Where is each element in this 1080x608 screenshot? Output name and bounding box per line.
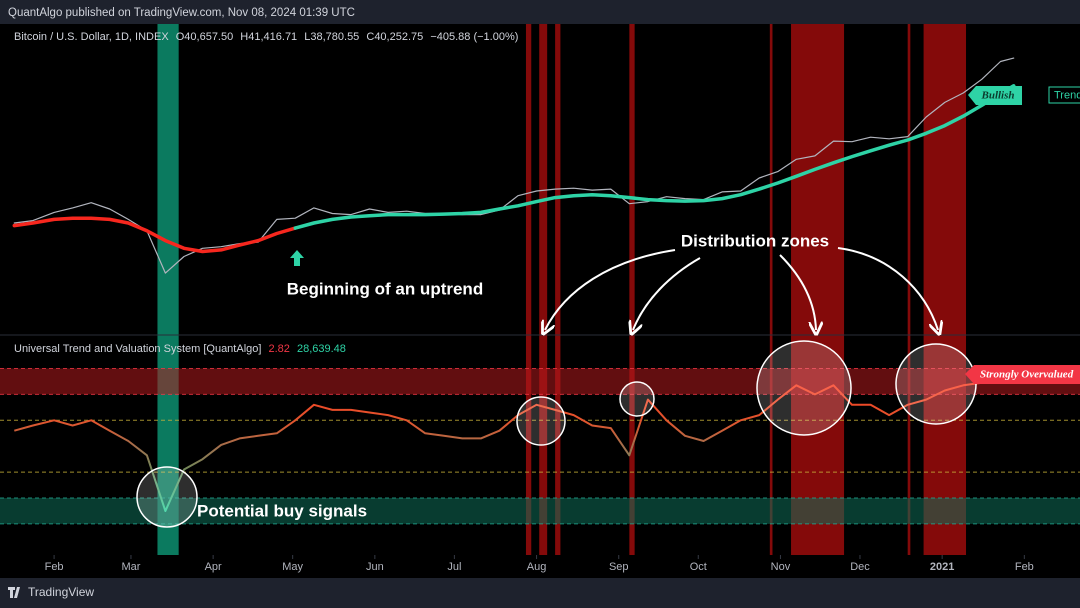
x-tick-label: Oct: [690, 561, 707, 573]
x-axis: Feb Mar Apr May Jun Jul Aug Sep Oct Nov Dec 2021 Feb: [45, 555, 1034, 573]
overvalued-label: Strongly Overvalued: [980, 369, 1074, 381]
x-tick-label: Jul: [447, 561, 461, 573]
annotation: Potential buy signals: [197, 501, 367, 520]
signal-zone: [791, 24, 845, 555]
signal-zone: [525, 24, 532, 555]
signal-zone: [539, 24, 548, 555]
brand: TradingView: [28, 585, 94, 599]
bands: [0, 367, 1080, 525]
bullish-label: Bullish: [980, 90, 1014, 102]
legend: Bitcoin / U.S. Dollar, 1D, INDEX O40,657…: [14, 31, 518, 43]
annotation: Beginning of an uptrend: [287, 279, 483, 298]
bottom-bar: [0, 578, 1080, 608]
x-tick-label: Nov: [771, 561, 791, 573]
annotation-circles: [136, 340, 977, 528]
signal-zone: [555, 24, 561, 555]
signal-zone: [157, 24, 179, 555]
open: O40,657.50: [176, 31, 234, 43]
x-tick-label: Sep: [609, 561, 629, 573]
publisher: QuantAlgo published on TradingView.com, …: [8, 7, 355, 19]
bullish-label-bg: [968, 86, 1022, 105]
low: L38,780.55: [304, 31, 359, 43]
top-bar: [0, 0, 1080, 24]
x-tick-label: Feb: [45, 561, 64, 573]
indicator-title: Universal Trend and Valuation System [Qu…: [14, 343, 261, 355]
symbol: Bitcoin / U.S. Dollar, 1D, INDEX: [14, 31, 169, 43]
annotation: Distribution zones: [681, 231, 829, 250]
valuation-band: [0, 368, 1080, 395]
x-tick-label: Feb: [1015, 561, 1034, 573]
x-tick-label: May: [282, 561, 303, 573]
overvalued-label-bg: [965, 365, 1080, 384]
signal-zone: [769, 24, 773, 555]
x-tick-label: Jun: [366, 561, 384, 573]
trend-line: [293, 84, 1016, 230]
logo: [8, 587, 20, 598]
change: −405.88 (−1.00%): [430, 31, 518, 43]
x-tick-label: Apr: [205, 561, 222, 573]
trend-label-bg: [1048, 86, 1080, 104]
trend-line: [12, 216, 298, 254]
signal-zone: [923, 24, 967, 555]
trend-label: Trend: [1054, 89, 1080, 101]
x-tick-label: Mar: [121, 561, 140, 573]
x-tick-label: 2021: [930, 561, 954, 573]
uptrend-arrow: [290, 250, 304, 266]
signal-zone: [629, 24, 635, 555]
valuation-band: [0, 498, 1080, 524]
annotation-arrows: [545, 247, 938, 330]
close: C40,252.75: [366, 31, 423, 43]
high: H41,416.71: [240, 31, 297, 43]
x-tick-label: Aug: [527, 561, 547, 573]
zones: [157, 24, 967, 555]
readout: 28,639.48: [297, 343, 346, 355]
price-pane: [12, 57, 1016, 274]
x-tick-label: Dec: [850, 561, 870, 573]
signal-zone: [907, 24, 911, 555]
price-line: [13, 57, 1015, 274]
readout: 2.82: [269, 343, 290, 355]
indicator-legend: Universal Trend and Valuation System [Qu…: [14, 343, 346, 355]
